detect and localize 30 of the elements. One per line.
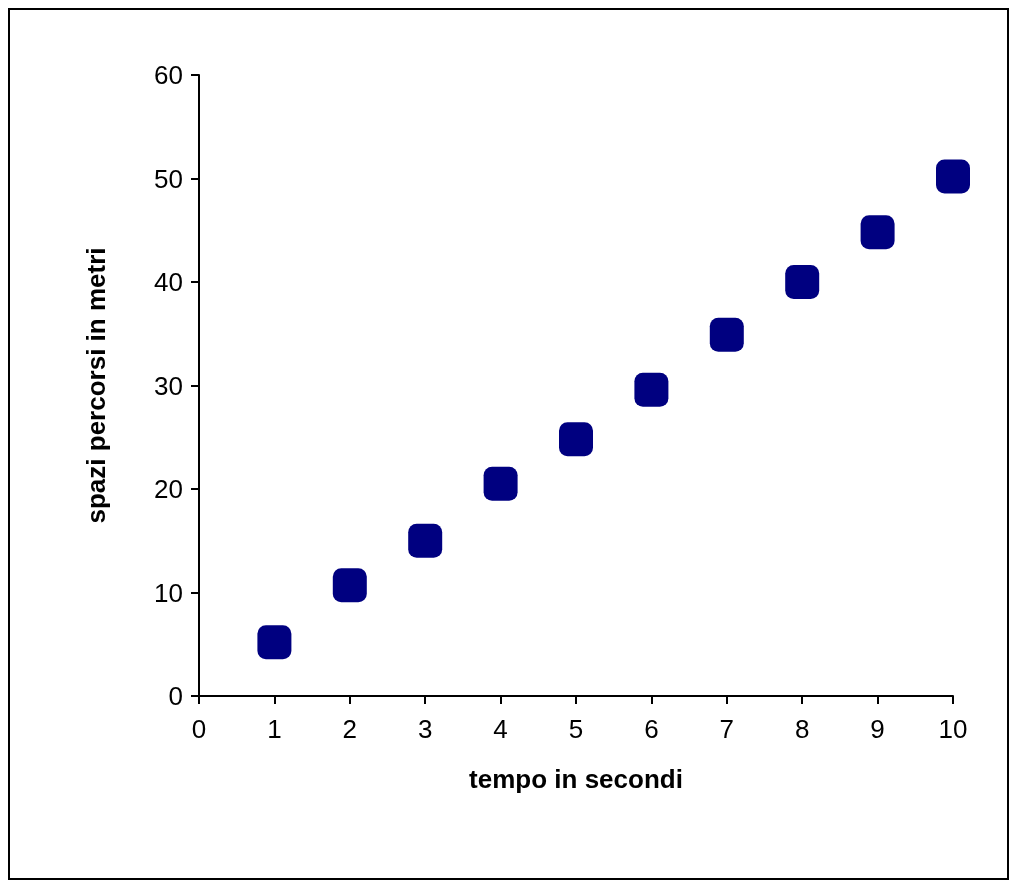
x-tick-label: 5 bbox=[568, 714, 584, 744]
point bbox=[483, 466, 518, 501]
point bbox=[257, 625, 292, 660]
x-axis-title: tempo in secondi bbox=[469, 764, 683, 794]
x-tick-label: 0 bbox=[191, 714, 207, 744]
point bbox=[785, 265, 820, 299]
x-tick-label: 4 bbox=[493, 714, 508, 744]
y-tick-label: 50 bbox=[154, 163, 183, 194]
x-tick-label: 1 bbox=[267, 714, 282, 744]
x-tick-label: 9 bbox=[870, 714, 885, 744]
y-tick-label: 30 bbox=[154, 370, 183, 401]
y-tick-label: 10 bbox=[154, 577, 183, 608]
point bbox=[860, 215, 895, 250]
x-tick-label: 10 bbox=[938, 714, 968, 744]
x-tick-label: 3 bbox=[417, 714, 433, 744]
y-tick-label: 0 bbox=[168, 681, 183, 711]
point bbox=[332, 568, 367, 603]
y-tick-label: 20 bbox=[154, 474, 183, 504]
point bbox=[634, 372, 669, 407]
x-tick-label: 8 bbox=[794, 714, 810, 744]
point bbox=[936, 159, 970, 194]
x-tick-label: 6 bbox=[644, 714, 659, 744]
y-axis-title: spazi percorsi in metri bbox=[81, 247, 111, 524]
y-tick-label: 60 bbox=[154, 60, 183, 90]
x-tick-label: 2 bbox=[342, 714, 358, 744]
point bbox=[408, 523, 443, 558]
y-tick-label: 40 bbox=[154, 267, 183, 297]
point bbox=[709, 317, 744, 352]
point bbox=[559, 422, 593, 457]
x-tick-label: 7 bbox=[719, 714, 735, 744]
